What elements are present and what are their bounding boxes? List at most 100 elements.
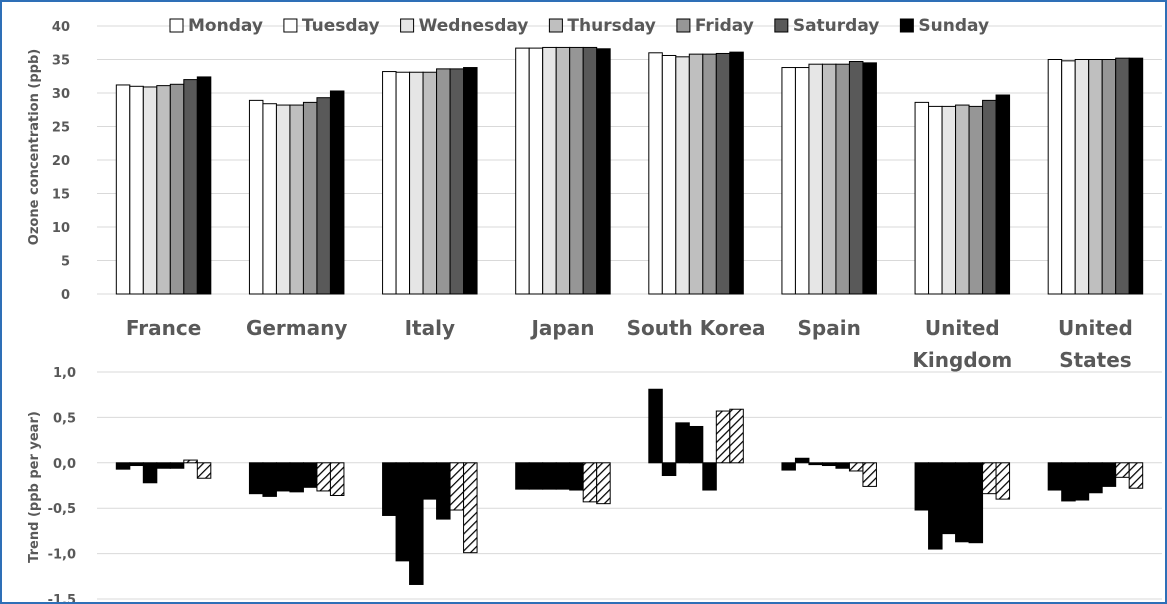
bottom-bar bbox=[437, 463, 451, 519]
bottom-bar bbox=[396, 463, 410, 561]
top-bar bbox=[782, 68, 796, 294]
top-bar bbox=[1129, 58, 1143, 294]
top-bar bbox=[915, 102, 929, 294]
top-bar bbox=[184, 80, 198, 294]
bottom-bar bbox=[929, 463, 943, 549]
top-bar bbox=[662, 55, 676, 294]
bottom-bar bbox=[249, 463, 263, 494]
bottom-bar bbox=[597, 463, 611, 504]
legend-label: Sunday bbox=[918, 16, 989, 36]
top-bar bbox=[197, 77, 211, 294]
bottom-bar bbox=[303, 463, 317, 488]
top-bar bbox=[116, 85, 130, 294]
top-bar bbox=[450, 69, 464, 294]
top-bar bbox=[716, 53, 730, 294]
bottom-bar bbox=[263, 463, 277, 497]
bottom-bar bbox=[143, 463, 157, 483]
top-y-tick-label: 0 bbox=[61, 288, 70, 303]
top-bar bbox=[983, 100, 997, 294]
top-bar bbox=[1062, 61, 1076, 294]
bottom-bar bbox=[689, 426, 703, 462]
top-bar bbox=[464, 68, 478, 294]
top-bar bbox=[795, 68, 809, 294]
bottom-chart-y-axis-label: Trend (ppb per year) bbox=[27, 411, 42, 563]
top-y-tick-label: 5 bbox=[61, 255, 70, 270]
top-bar bbox=[730, 52, 744, 294]
bottom-bar bbox=[849, 463, 863, 471]
top-bar bbox=[516, 48, 530, 294]
top-bar bbox=[597, 49, 611, 294]
top-bar bbox=[583, 47, 597, 294]
bottom-bar bbox=[516, 463, 530, 489]
legend-swatch bbox=[775, 19, 788, 32]
bottom-bar bbox=[969, 463, 983, 543]
legend-swatch bbox=[677, 19, 690, 32]
bottom-bar bbox=[570, 463, 584, 490]
bottom-y-tick-label: 0,0 bbox=[53, 457, 76, 472]
legend-label: Saturday bbox=[793, 16, 880, 36]
bottom-bar bbox=[116, 463, 130, 469]
bottom-bar bbox=[983, 463, 997, 494]
legend-label: Monday bbox=[188, 16, 263, 36]
bottom-bar bbox=[170, 463, 184, 468]
category-label: United States bbox=[1058, 316, 1133, 372]
bottom-bar bbox=[276, 463, 290, 491]
bottom-bar bbox=[464, 463, 478, 553]
top-bar bbox=[290, 105, 304, 294]
bottom-bar bbox=[730, 409, 744, 463]
category-label: Germany bbox=[246, 316, 347, 340]
bottom-bar bbox=[1048, 463, 1062, 490]
top-bar bbox=[689, 54, 703, 294]
top-bar bbox=[956, 105, 970, 294]
top-bar bbox=[423, 72, 437, 294]
top-bar bbox=[1116, 58, 1130, 294]
bottom-bar bbox=[863, 463, 877, 487]
top-bar bbox=[676, 57, 690, 294]
top-bar bbox=[263, 104, 277, 294]
top-bar bbox=[1048, 60, 1062, 295]
bottom-bar bbox=[184, 460, 198, 463]
top-bar bbox=[929, 106, 943, 294]
top-bar bbox=[170, 84, 184, 294]
top-y-tick-label: 30 bbox=[52, 87, 70, 102]
top-bar bbox=[556, 47, 570, 294]
bottom-bar bbox=[1062, 463, 1076, 501]
top-bar bbox=[330, 91, 344, 294]
bottom-bar bbox=[543, 463, 557, 489]
bottom-bar bbox=[157, 463, 171, 468]
top-bar bbox=[410, 72, 424, 294]
top-bar bbox=[809, 64, 823, 294]
bottom-y-tick-label: -1,0 bbox=[48, 548, 76, 563]
bottom-y-tick-label: 1,0 bbox=[53, 366, 76, 381]
bottom-bar bbox=[317, 463, 331, 491]
bottom-bar bbox=[662, 463, 676, 476]
bottom-bar bbox=[915, 463, 929, 510]
bottom-bar bbox=[410, 463, 424, 585]
bottom-bar bbox=[836, 463, 850, 468]
category-label: South Korea bbox=[627, 316, 766, 340]
bottom-bar bbox=[290, 463, 304, 492]
bottom-bar bbox=[1102, 463, 1116, 487]
legend-swatch bbox=[284, 19, 297, 32]
top-bar bbox=[969, 106, 983, 294]
top-bar bbox=[249, 100, 263, 294]
category-label: Spain bbox=[798, 316, 861, 340]
bottom-y-tick-label: -0,5 bbox=[48, 502, 76, 517]
bottom-bar bbox=[1129, 463, 1143, 488]
category-label: United Kingdom bbox=[912, 316, 1012, 372]
legend-label: Tuesday bbox=[302, 16, 380, 36]
legend-swatch bbox=[900, 19, 913, 32]
category-labels: France Germany Italy Japan South Korea Spain U… bbox=[126, 316, 1133, 372]
legend-label: Friday bbox=[695, 16, 754, 36]
top-y-tick-label: 10 bbox=[52, 221, 70, 236]
top-bar bbox=[703, 54, 717, 294]
bottom-bar bbox=[130, 463, 144, 466]
top-bar bbox=[383, 72, 397, 294]
top-bar bbox=[849, 62, 863, 294]
top-y-tick-label: 40 bbox=[52, 20, 70, 35]
top-chart-bars bbox=[116, 47, 1142, 294]
top-y-tick-label: 35 bbox=[52, 54, 70, 69]
bottom-bar bbox=[423, 463, 437, 499]
legend-label: Thursday bbox=[567, 16, 656, 36]
